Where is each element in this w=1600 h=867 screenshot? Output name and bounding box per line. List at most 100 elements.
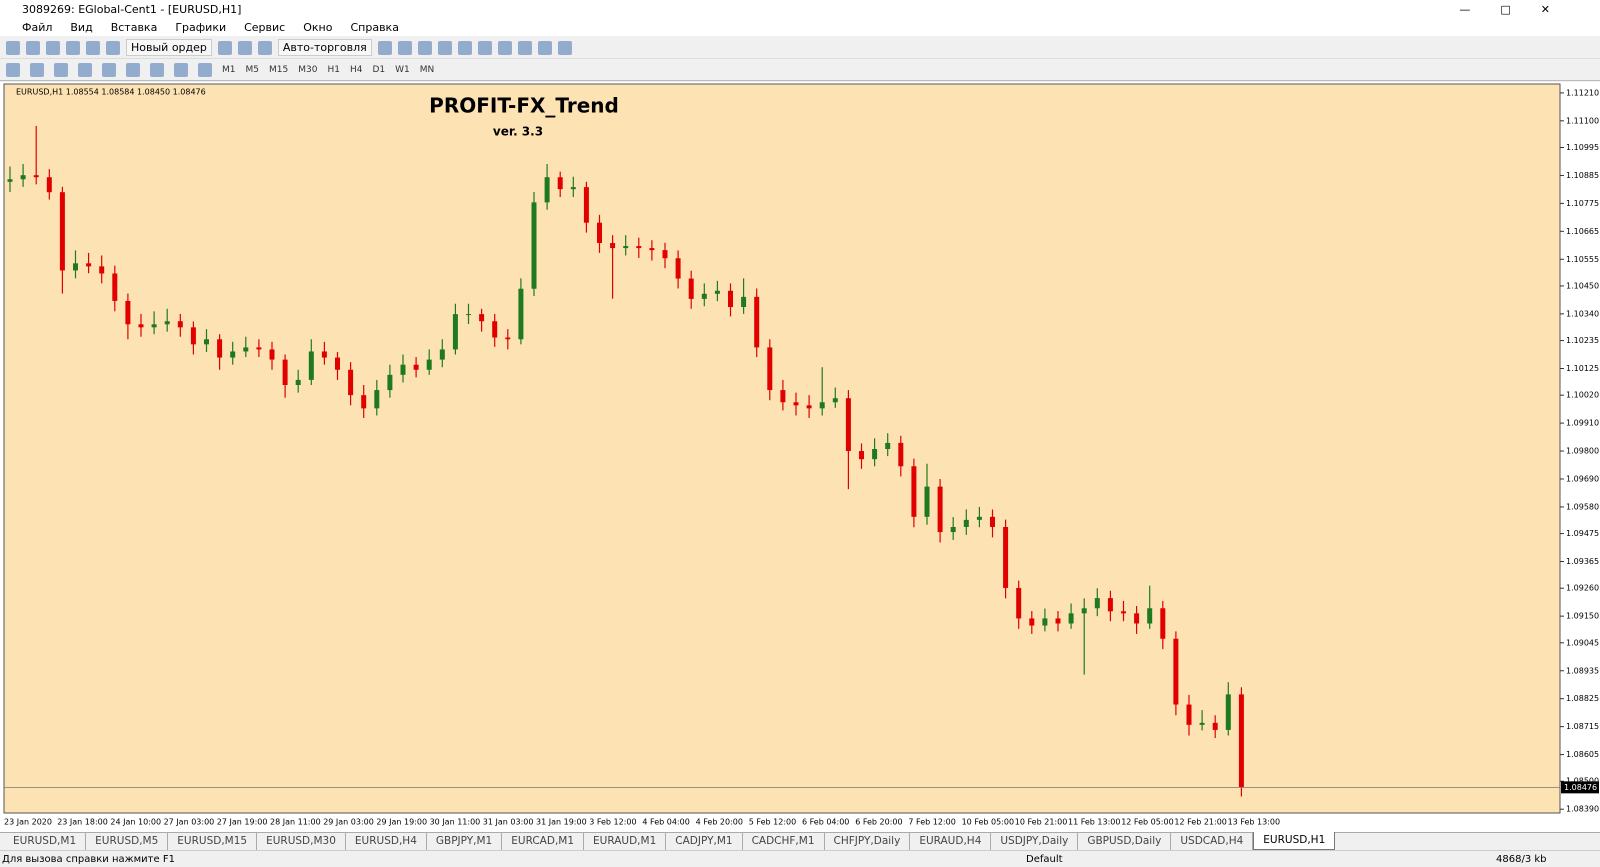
candle-body bbox=[73, 263, 78, 271]
x-tick-label: 10 Feb 05:00 bbox=[962, 818, 1014, 827]
menu-item[interactable]: Справка bbox=[350, 20, 399, 34]
candle-body bbox=[1212, 722, 1218, 730]
icon[interactable] bbox=[198, 62, 212, 77]
icon[interactable] bbox=[26, 40, 40, 55]
candle-body bbox=[806, 405, 812, 409]
timeframe-button[interactable]: M30 bbox=[298, 64, 318, 75]
candle-body bbox=[688, 278, 694, 299]
icon[interactable] bbox=[6, 40, 20, 55]
candle-body bbox=[1134, 613, 1140, 624]
chart-tab[interactable]: EURUSD,M5 bbox=[86, 832, 169, 850]
icon[interactable] bbox=[257, 40, 272, 55]
candle-body bbox=[623, 246, 629, 249]
candle-body bbox=[937, 486, 943, 533]
timeframe-button[interactable]: H4 bbox=[349, 64, 363, 75]
timeframe-button[interactable]: D1 bbox=[372, 64, 386, 75]
chart-tab[interactable]: EURUSD,M30 bbox=[257, 832, 346, 850]
icon[interactable] bbox=[30, 62, 44, 77]
icon[interactable] bbox=[417, 40, 432, 55]
icon[interactable] bbox=[217, 40, 232, 55]
chart-tab[interactable]: CHFJPY,Daily bbox=[825, 832, 911, 850]
timeframe-button[interactable]: M15 bbox=[269, 64, 289, 75]
icon[interactable] bbox=[150, 62, 164, 77]
icon[interactable] bbox=[237, 40, 252, 55]
chart-header: EURUSD,H1 1.08554 1.08584 1.08450 1.0847… bbox=[16, 88, 206, 97]
icon[interactable] bbox=[46, 40, 60, 55]
chart-tab[interactable]: GBPUSD,Daily bbox=[1078, 832, 1172, 850]
chart-tab[interactable]: USDJPY,Daily bbox=[991, 832, 1079, 850]
candle-body bbox=[570, 187, 576, 190]
candle-body bbox=[151, 324, 157, 328]
icon[interactable] bbox=[78, 62, 92, 77]
chart-tab[interactable]: EURUSD,H1 bbox=[1253, 832, 1336, 850]
x-tick-label: 23 Jan 18:00 bbox=[57, 818, 108, 827]
timeframe-button[interactable]: H1 bbox=[327, 64, 340, 75]
y-tick-label: 1.09800 bbox=[1566, 447, 1599, 456]
chart-tab[interactable]: EURAUD,M1 bbox=[584, 832, 667, 850]
icon[interactable] bbox=[126, 62, 140, 77]
icon[interactable] bbox=[497, 40, 512, 55]
chart-tab[interactable]: EURUSD,M15 bbox=[168, 832, 258, 850]
candle-body bbox=[859, 451, 864, 460]
y-tick-label: 1.08825 bbox=[1566, 694, 1599, 703]
x-tick-label: 12 Feb 21:00 bbox=[1174, 818, 1226, 827]
menu-item[interactable]: Окно bbox=[303, 20, 333, 34]
new-order-button[interactable]: Новый ордер bbox=[126, 39, 212, 56]
icon[interactable] bbox=[54, 62, 68, 77]
timeframe-button[interactable]: MN bbox=[419, 64, 435, 75]
candle-body bbox=[898, 442, 904, 467]
timeframe-button[interactable]: W1 bbox=[395, 64, 410, 75]
auto-trading-button[interactable]: Авто-торговля bbox=[277, 39, 372, 56]
x-tick-label: 29 Jan 19:00 bbox=[376, 818, 427, 827]
candle-body bbox=[610, 243, 616, 249]
chart-tab[interactable]: USDCAD,H4 bbox=[1171, 832, 1254, 850]
candle-body bbox=[112, 273, 118, 301]
icon[interactable] bbox=[557, 40, 572, 55]
icon[interactable] bbox=[397, 40, 412, 55]
current-price-box bbox=[1561, 781, 1599, 794]
chart-tab[interactable]: EURUSD,M1 bbox=[4, 832, 87, 850]
candle-body bbox=[662, 250, 668, 259]
menu-item[interactable]: Сервис bbox=[244, 20, 286, 34]
chart-tab[interactable]: EURCAD,M1 bbox=[502, 832, 585, 850]
chart-tab[interactable]: CADJPY,M1 bbox=[666, 832, 743, 850]
y-tick-label: 1.08390 bbox=[1566, 805, 1599, 814]
icon[interactable] bbox=[6, 62, 20, 77]
icon[interactable] bbox=[377, 40, 392, 55]
icon[interactable] bbox=[102, 62, 116, 77]
timeframe-button[interactable]: M5 bbox=[245, 64, 260, 75]
icon[interactable] bbox=[457, 40, 472, 55]
icon[interactable] bbox=[517, 40, 532, 55]
candle-body bbox=[714, 290, 720, 294]
candle-body bbox=[295, 379, 301, 385]
tab-bar: EURUSD,M1 EURUSD,M5 EURUSD,M15 EURUSD,M30 EU… bbox=[0, 832, 1600, 850]
candle-body bbox=[164, 321, 170, 325]
icon[interactable] bbox=[537, 40, 552, 55]
timeframe-button[interactable]: M1 bbox=[222, 64, 236, 75]
chart-tab[interactable]: CADCHF,M1 bbox=[743, 832, 825, 850]
icon[interactable] bbox=[86, 40, 100, 55]
status-profile: Default bbox=[1026, 853, 1063, 865]
y-tick-label: 1.08935 bbox=[1566, 666, 1599, 675]
icon[interactable] bbox=[106, 40, 120, 55]
icon[interactable] bbox=[477, 40, 492, 55]
icon[interactable] bbox=[66, 40, 80, 55]
chart-tab[interactable]: GBPJPY,M1 bbox=[427, 832, 503, 850]
menu-item[interactable]: Графики bbox=[175, 20, 227, 34]
window-controls[interactable]: —□✕ bbox=[1459, 2, 1580, 16]
menu-item[interactable]: Вид bbox=[70, 20, 93, 34]
candle-body bbox=[492, 321, 498, 338]
candle-body bbox=[701, 293, 707, 299]
candle-body bbox=[636, 246, 642, 249]
icon[interactable] bbox=[437, 40, 452, 55]
menu-bar: Файл Вид Вставка Графики Сервис Окно Справка bbox=[0, 18, 1600, 36]
chart-tab[interactable]: EURAUD,H4 bbox=[910, 832, 992, 850]
menu-item[interactable]: Вставка bbox=[110, 20, 158, 34]
candle-body bbox=[387, 374, 393, 391]
icon[interactable] bbox=[174, 62, 188, 77]
chart-tab[interactable]: EURUSD,H4 bbox=[346, 832, 427, 850]
y-tick-label: 1.09475 bbox=[1566, 529, 1599, 538]
candle-body bbox=[217, 339, 223, 358]
menu-item[interactable]: Файл bbox=[22, 20, 53, 34]
